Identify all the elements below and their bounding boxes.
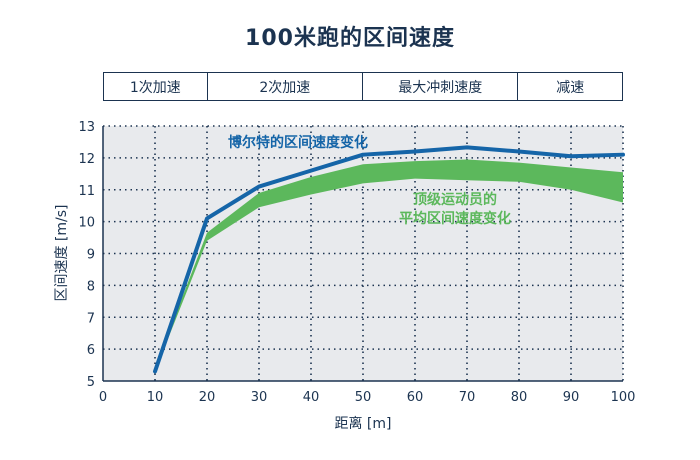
x-tick-label: 100	[611, 390, 636, 405]
chart-title: 100米跑的区间速度	[245, 26, 455, 51]
bolt-speed-line	[153, 145, 625, 374]
average-series-label-line2: 平均区间速度变化	[399, 210, 511, 227]
y-tick-label: 10	[78, 216, 95, 231]
bolt-line-layer	[153, 145, 625, 374]
phase-max-speed: 最大冲刺速度	[363, 73, 519, 100]
y-tick-label: 7	[87, 311, 95, 326]
average-band-layer	[155, 159, 623, 372]
grid-lines	[103, 125, 624, 381]
x-tick-label: 10	[147, 390, 164, 405]
phase-2-acceleration: 2次加速	[208, 73, 363, 100]
x-tick-label: 80	[511, 390, 528, 405]
phase-bar: 1次加速 2次加速 最大冲刺速度 减速	[103, 72, 623, 101]
y-tick-label: 6	[87, 343, 95, 358]
x-axis-label: 距离 [m]	[334, 415, 391, 432]
x-tick-label: 70	[459, 390, 476, 405]
x-tick-label: 0	[99, 390, 107, 405]
phase-deceleration: 减速	[556, 79, 585, 96]
y-tick-label: 5	[87, 375, 95, 390]
y-axis-label: 区间速度 [m/s]	[54, 204, 70, 301]
x-tick-label: 40	[303, 390, 320, 405]
x-tick-label: 50	[355, 390, 372, 405]
average-speed-band	[155, 159, 623, 372]
x-tick-label: 20	[199, 390, 216, 405]
y-tick-label: 13	[78, 120, 95, 135]
phase-1-acceleration: 1次加速	[104, 73, 208, 100]
x-tick-label: 60	[407, 390, 424, 405]
y-tick-label: 11	[78, 184, 95, 199]
x-tick-label: 90	[563, 390, 580, 405]
axes: 5 6 7 8 9 10 11 12 13 0 10 20 30 40 50 60 70 80 90 100	[78, 120, 635, 405]
y-tick-label: 12	[78, 152, 95, 167]
x-tick-label: 30	[251, 390, 268, 405]
average-series-label-line1: 顶级运动员的	[413, 191, 497, 208]
bolt-series-label: 博尔特的区间速度变化	[228, 134, 368, 151]
y-tick-label: 9	[87, 248, 95, 263]
y-tick-label: 8	[87, 279, 95, 294]
